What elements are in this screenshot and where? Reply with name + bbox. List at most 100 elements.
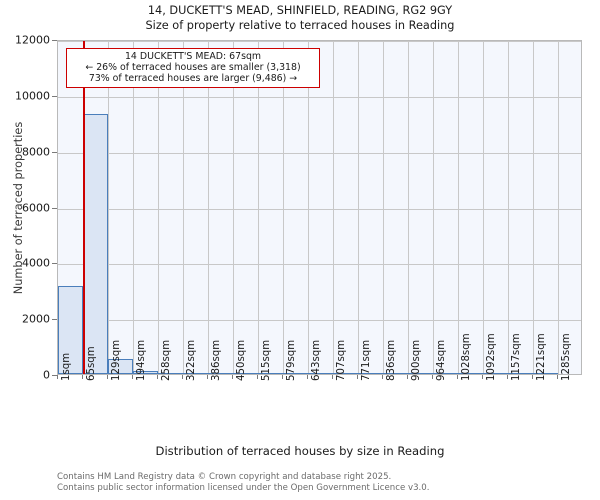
x-axis-tick-label: 836sqm	[386, 339, 398, 381]
property-size-marker-line	[82, 41, 85, 374]
x-axis-tick-mark	[407, 375, 409, 379]
plot-area	[57, 40, 582, 375]
x-axis-tick-label: 65sqm	[85, 346, 97, 381]
x-axis-tick-label: 450sqm	[235, 339, 247, 381]
gridline-horizontal	[58, 41, 581, 42]
footer-attribution: Contains HM Land Registry data © Crown c…	[57, 472, 429, 494]
plot-inner	[58, 41, 581, 374]
gridline-horizontal	[58, 96, 581, 98]
y-axis-tick-label: 2000	[22, 312, 50, 326]
x-axis-tick-mark	[307, 375, 308, 379]
y-axis-tick-mark	[52, 151, 57, 153]
y-axis-tick-label: 6000	[22, 201, 50, 214]
page-title: 14, DUCKETT'S MEAD, SHINFIELD, READING, …	[147, 4, 453, 17]
bar	[283, 373, 309, 374]
gridline-vertical	[232, 41, 234, 374]
x-axis-tick-label: 1028sqm	[460, 333, 472, 381]
bar	[258, 373, 284, 374]
x-axis-tick-mark	[182, 375, 183, 379]
x-axis-tick-mark	[106, 375, 108, 379]
gridline-horizontal	[58, 152, 581, 154]
x-axis-tick-label: 579sqm	[286, 339, 298, 381]
y-axis-tick-mark	[52, 263, 57, 265]
y-axis-tick-mark	[52, 375, 57, 376]
gridline-vertical	[133, 41, 135, 374]
gridline-vertical	[258, 41, 260, 374]
x-axis-tick-mark	[331, 375, 333, 379]
gridline-vertical	[332, 41, 334, 374]
bar	[232, 373, 258, 374]
gridline-vertical	[457, 41, 459, 374]
x-axis-tick-mark	[132, 375, 134, 379]
bar	[158, 373, 184, 374]
chart-subtitle: Size of property relative to terraced ho…	[145, 19, 455, 32]
footer-line-2: Contains public sector information licen…	[57, 483, 430, 493]
x-axis-tick-label: 129sqm	[110, 339, 122, 381]
y-axis-tick-label: 4000	[22, 256, 50, 270]
bar	[183, 373, 208, 374]
x-axis-tick-mark	[481, 375, 483, 379]
gridline-vertical	[508, 41, 510, 374]
x-axis-tick-label: 643sqm	[311, 339, 322, 381]
bar	[207, 373, 233, 374]
gridline-horizontal	[58, 264, 581, 266]
x-axis-tick-mark	[532, 375, 534, 379]
x-axis-tick-label: 515sqm	[261, 339, 273, 381]
x-axis-tick-label: 258sqm	[161, 339, 173, 381]
bar	[408, 373, 434, 374]
gridline-vertical	[357, 41, 359, 374]
x-axis-tick-label: 900sqm	[411, 339, 423, 381]
y-axis-tick-label: 0	[43, 368, 50, 382]
x-axis-tick-label: 386sqm	[210, 339, 222, 381]
y-axis-tick-label: 10000	[15, 89, 50, 103]
x-axis-tick-mark	[231, 375, 233, 379]
x-axis-tick-mark	[456, 375, 458, 379]
y-axis-tick-mark	[52, 207, 57, 209]
gridline-vertical	[107, 41, 109, 374]
x-axis-tick-mark	[557, 375, 558, 379]
chart-title-block: 14, DUCKETT'S MEAD, SHINFIELD, READING, …	[0, 3, 600, 33]
x-axis-label: Distribution of terraced houses by size …	[155, 444, 445, 458]
x-axis-tick-label: 771sqm	[360, 339, 372, 381]
gridline-vertical	[158, 41, 160, 374]
y-axis-tick-mark	[52, 319, 57, 321]
footer-line-1: Contains HM Land Registry data © Crown c…	[57, 472, 392, 482]
gridline-vertical	[482, 41, 484, 374]
x-axis-tick-mark	[507, 375, 509, 379]
bar	[533, 373, 559, 374]
x-axis-tick-label: 1221sqm	[536, 333, 548, 381]
x-axis-tick-mark	[81, 375, 83, 379]
y-axis-tick-mark	[52, 40, 57, 41]
annotation-line-1: 14 DUCKETT'S MEAD: 67sqm	[124, 51, 262, 62]
x-axis-tick-mark	[382, 375, 384, 379]
gridline-vertical	[558, 41, 559, 374]
gridline-vertical	[533, 41, 535, 374]
bar	[482, 373, 508, 374]
annotation-line-2: ← 26% of terraced houses are smaller (3,…	[85, 62, 301, 73]
x-axis-tick-mark	[282, 375, 284, 379]
bar	[107, 358, 133, 374]
bar	[133, 371, 159, 374]
x-axis-tick-mark	[356, 375, 358, 379]
gridline-horizontal	[58, 208, 581, 210]
x-axis-tick-mark	[257, 375, 259, 379]
x-axis-tick-label: 194sqm	[136, 339, 148, 381]
x-axis-tick-label: 707sqm	[335, 339, 347, 381]
y-axis-tick-label: 8000	[22, 145, 50, 159]
x-axis-tick-mark	[157, 375, 159, 379]
x-axis-tick-mark	[432, 375, 433, 379]
gridline-vertical	[308, 41, 309, 374]
gridline-vertical	[408, 41, 410, 374]
bar	[433, 373, 458, 374]
bar	[383, 373, 409, 374]
bar	[457, 373, 483, 374]
x-axis-tick-label: 322sqm	[186, 339, 197, 381]
y-axis-tick-label: 12000	[15, 33, 50, 47]
property-annotation-box: 14 DUCKETT'S MEAD: 67sqm ← 26% of terrac…	[66, 48, 320, 88]
x-axis-tick-label: 1sqm	[61, 352, 72, 381]
x-axis-tick-label: 964sqm	[436, 339, 447, 381]
x-axis-tick-mark	[57, 375, 58, 379]
gridline-vertical	[283, 41, 285, 374]
bar	[58, 286, 83, 374]
